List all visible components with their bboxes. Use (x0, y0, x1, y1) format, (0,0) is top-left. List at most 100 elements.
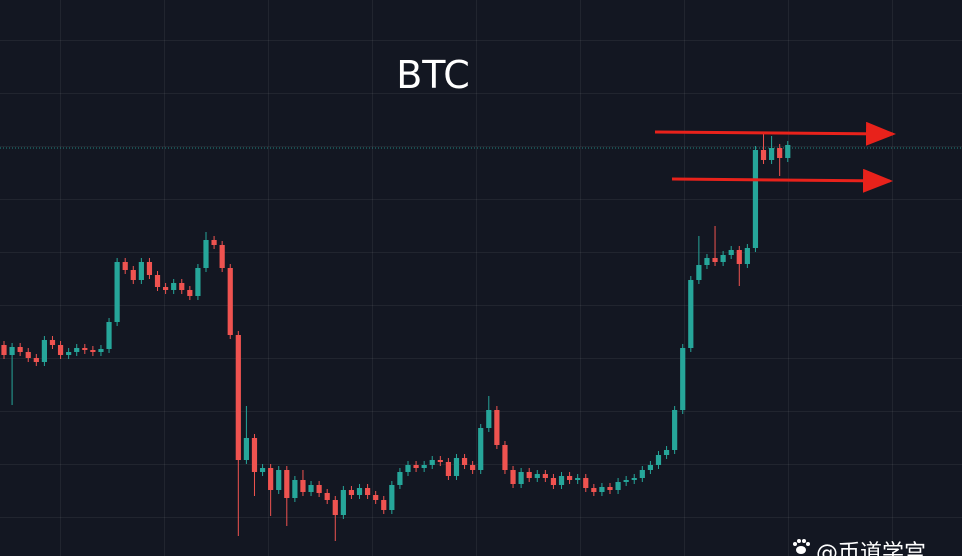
candle-body (445, 462, 451, 476)
candle-body (138, 262, 144, 280)
candles (0, 134, 962, 541)
candle-body (518, 472, 524, 484)
candle-body (49, 340, 56, 345)
candle-body (163, 287, 169, 290)
candle-body (243, 438, 249, 460)
candle-body (470, 465, 476, 470)
candle-body (268, 468, 274, 490)
candle-body (502, 445, 508, 470)
candle-body (655, 455, 662, 465)
candle-body (696, 265, 702, 280)
candle-body (429, 460, 435, 465)
candle-body (591, 488, 597, 492)
candle-body (752, 150, 759, 248)
candle-body (348, 490, 355, 495)
candle-body (720, 255, 726, 262)
candle-body (663, 450, 670, 455)
candle-body (704, 258, 710, 265)
candle-body (227, 268, 233, 335)
candle-body (340, 490, 346, 515)
candle-body (534, 474, 540, 478)
candle-body (623, 480, 629, 482)
candle-body (461, 458, 468, 465)
candle-body (486, 410, 492, 428)
candle-body (453, 458, 460, 476)
candle-body (760, 150, 767, 160)
candle-body (712, 258, 718, 262)
candle-body (365, 488, 371, 495)
candle-body (728, 250, 734, 255)
candle-body (607, 487, 613, 490)
candle-body (211, 240, 217, 245)
candle-body (9, 347, 15, 355)
candle-body (373, 495, 379, 500)
candle-body (510, 470, 516, 484)
candle-body (381, 500, 387, 510)
candle-body (82, 348, 88, 350)
candle-body (437, 460, 443, 462)
candle-body (526, 472, 532, 478)
candle-body (688, 280, 694, 348)
watermark-icon (793, 539, 810, 554)
arrow (671, 168, 893, 193)
candle-body (308, 485, 314, 492)
candle-body (179, 283, 185, 290)
candle-body (66, 352, 72, 355)
candle-body (33, 358, 39, 362)
candle-body (90, 350, 96, 352)
candle-body (235, 335, 241, 460)
candle-body (332, 500, 338, 515)
candle-body (478, 428, 484, 470)
candle-body (413, 465, 419, 468)
candle-body (17, 347, 23, 352)
candle-body (122, 262, 128, 270)
candle-body (558, 476, 565, 485)
watermark: @币道学宫 (816, 541, 926, 556)
candle-body (316, 485, 322, 493)
candle-body (114, 262, 120, 322)
candle-body (639, 470, 645, 478)
candle-body (672, 410, 678, 450)
candle-body (397, 472, 403, 485)
candle-body (785, 145, 791, 158)
candle-body (98, 349, 104, 352)
candle-body (736, 250, 742, 264)
candle-body (284, 470, 290, 498)
candle-body (259, 468, 266, 472)
candle-body (599, 487, 605, 492)
candle-body (41, 340, 47, 362)
candle-body (583, 478, 589, 488)
candle-body (405, 465, 411, 472)
candle-body (300, 480, 306, 492)
chart-title: BTC (396, 53, 470, 97)
candle-body (647, 465, 653, 470)
candle-body (567, 476, 573, 480)
candle-body (421, 465, 427, 468)
candle-body (130, 270, 136, 280)
candle-body (631, 478, 637, 480)
candle-body (154, 275, 161, 287)
candle-body (680, 348, 686, 410)
candle-body (777, 148, 783, 158)
candle-body (57, 345, 64, 355)
candle-body (494, 410, 500, 445)
candle-body (106, 322, 112, 349)
candle-body (74, 348, 80, 352)
candle-body (146, 262, 153, 275)
candle-body (251, 438, 258, 472)
candle-body (542, 474, 548, 478)
candle-body (575, 478, 581, 480)
candle-body (276, 470, 282, 490)
candle-body (195, 268, 201, 296)
candle-body (769, 148, 775, 160)
candle-body (324, 493, 330, 500)
candle-body (25, 352, 31, 358)
arrow (654, 121, 896, 146)
candle-body (187, 290, 193, 296)
candle-body (389, 485, 395, 510)
candle-body (744, 248, 750, 264)
candle-body (550, 478, 557, 485)
candle-body (356, 488, 363, 495)
